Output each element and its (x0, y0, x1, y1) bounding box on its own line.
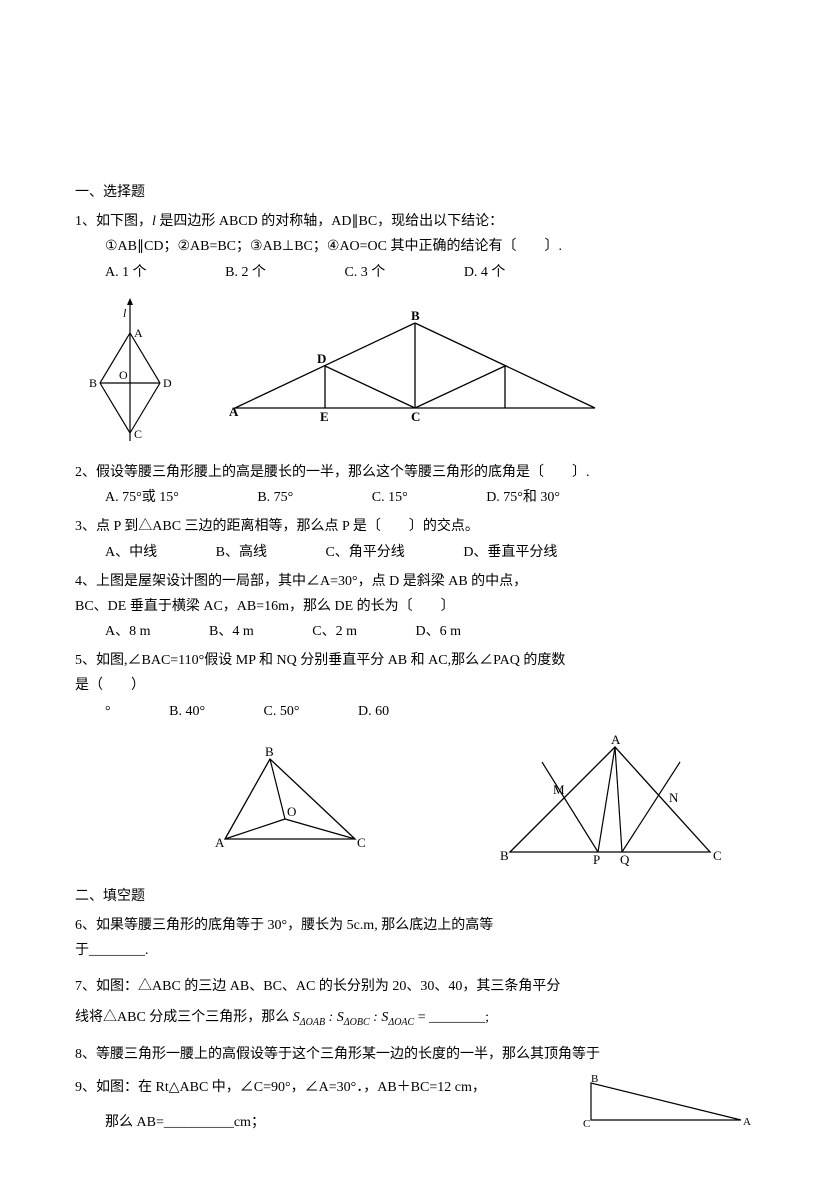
svg-text:B: B (411, 308, 420, 323)
q1-opt-c: C. 3 个 (344, 260, 385, 285)
q5-opt-b: B. 40° (169, 699, 205, 724)
question-7: 7、如图：△ABC 的三边 AB、BC、AC 的长分别为 20、30、40，其三… (75, 974, 751, 1032)
q4-opt-a: A、8 m (105, 619, 151, 644)
q7-text-1: 7、如图：△ABC 的三边 AB、BC、AC 的长分别为 20、30、40，其三… (75, 974, 751, 999)
question-6: 6、如果等腰三角形的底角等于 30°，腰长为 5c.m, 那么底边上的高等 于_… (75, 913, 751, 963)
question-3: 3、点 P 到△ABC 三边的距离相等，那么点 P 是〔 〕的交点。 A、中线 … (75, 514, 751, 564)
figures-row-2: A B C O A B C M N P Q (205, 732, 751, 876)
svg-text:C: C (411, 409, 420, 424)
q7-text-3: = ________; (418, 1010, 489, 1025)
svg-text:A: A (215, 835, 225, 850)
figure-5-right-triangle: C B A (581, 1075, 751, 1139)
q7-text-2: 线将△ABC 分成三个三角形，那么 (75, 1010, 293, 1025)
q5-text-2: 是（ ） (75, 673, 751, 698)
q4-opt-b: B、4 m (209, 619, 254, 644)
q3-opt-b: B、高线 (216, 540, 267, 565)
q2-opt-a: A. 75°或 15° (105, 485, 179, 510)
svg-text:A: A (743, 1116, 751, 1128)
q1-opt-b: B. 2 个 (225, 260, 266, 285)
figure-4: A B C M N P Q (495, 732, 725, 876)
q5-opt-c: C. 50° (264, 699, 300, 724)
svg-text:D: D (317, 351, 326, 366)
q4-opt-d: D、6 m (415, 619, 461, 644)
svg-text:Q: Q (620, 852, 630, 867)
svg-text:B: B (500, 848, 509, 863)
svg-text:B: B (591, 1075, 598, 1085)
q4-opt-c: C、2 m (312, 619, 357, 644)
q9-text-2: 那么 AB=__________cm； (105, 1110, 561, 1135)
svg-text:M: M (553, 782, 565, 797)
figure-2-roof: A B C D E (225, 308, 605, 437)
q7-formula: SΔOAB : SΔOBC : SΔOAC (293, 1010, 414, 1025)
svg-text:D: D (163, 376, 172, 390)
svg-text:O: O (287, 804, 296, 819)
svg-text:C: C (583, 1118, 590, 1130)
q3-opt-c: C、角平分线 (325, 540, 404, 565)
q2-opt-d: D. 75°和 30° (486, 485, 560, 510)
question-8: 8、等腰三角形一腰上的高假设等于这个三角形某一边的长度的一半，那么其顶角等于 (75, 1042, 751, 1067)
q8-text: 8、等腰三角形一腰上的高假设等于这个三角形某一边的长度的一半，那么其顶角等于 (75, 1042, 751, 1067)
q1-text-2: 是四边形 ABCD 的对称轴，AD∥BC，现给出以下结论： (156, 214, 503, 229)
svg-text:B: B (265, 744, 274, 759)
q6-text-1: 6、如果等腰三角形的底角等于 30°，腰长为 5c.m, 那么底边上的高等 (75, 913, 751, 938)
q3-opt-d: D、垂直平分线 (463, 540, 557, 565)
q4-text-2: BC、DE 垂直于横梁 AC，AB=16m，那么 DE 的长为〔 〕 (75, 594, 751, 619)
q3-opt-a: A、中线 (105, 540, 157, 565)
svg-text:A: A (611, 732, 621, 747)
svg-text:N: N (669, 790, 679, 805)
q5-opt-a: ° (105, 699, 111, 724)
q5-opt-d: D. 60 (358, 699, 389, 724)
figure-3: A B C O (205, 744, 375, 863)
q1-text-1: 1、如下图， (75, 214, 152, 229)
svg-text:A: A (134, 326, 143, 340)
svg-text:P: P (593, 852, 600, 867)
q6-text-2: 于________. (75, 938, 751, 963)
figure-1-rhombus: l A B D C O (75, 293, 185, 452)
q5-text-1: 5、如图,∠BAC=110°假设 MP 和 NQ 分别垂直平分 AB 和 AC,… (75, 648, 751, 673)
question-9: 9、如图：在 Rt△ABC 中，∠C=90°，∠A=30°．，AB＋BC=12 … (75, 1075, 751, 1139)
q2-opt-c: C. 15° (372, 485, 408, 510)
q1-text-3: ①AB∥CD；②AB=BC；③AB⊥BC；④AO=OC 其中正确的结论有〔 〕. (105, 239, 562, 254)
svg-text:C: C (357, 835, 366, 850)
q1-opt-d: D. 4 个 (464, 260, 506, 285)
q2-opt-b: B. 75° (257, 485, 293, 510)
q1-opt-a: A. 1 个 (105, 260, 147, 285)
q2-text: 2、假设等腰三角形腰上的高是腰长的一半，那么这个等腰三角形的底角是〔 〕. (75, 460, 751, 485)
question-4: 4、上图是屋架设计图的一局部，其中∠A=30°，点 D 是斜梁 AB 的中点， … (75, 569, 751, 645)
section-2-title: 二、填空题 (75, 884, 751, 909)
q4-text-1: 4、上图是屋架设计图的一局部，其中∠A=30°，点 D 是斜梁 AB 的中点， (75, 569, 751, 594)
question-5: 5、如图,∠BAC=110°假设 MP 和 NQ 分别垂直平分 AB 和 AC,… (75, 648, 751, 724)
q3-text: 3、点 P 到△ABC 三边的距离相等，那么点 P 是〔 〕的交点。 (75, 514, 751, 539)
svg-text:B: B (89, 376, 97, 390)
section-1-title: 一、选择题 (75, 180, 751, 205)
svg-text:C: C (134, 427, 142, 441)
question-1: 1、如下图，l 是四边形 ABCD 的对称轴，AD∥BC，现给出以下结论： ①A… (75, 209, 751, 285)
figures-row-1: l A B D C O A B C D E (75, 293, 751, 452)
svg-text:C: C (713, 848, 722, 863)
svg-text:l: l (123, 306, 127, 320)
svg-text:O: O (119, 368, 128, 382)
question-2: 2、假设等腰三角形腰上的高是腰长的一半，那么这个等腰三角形的底角是〔 〕. A.… (75, 460, 751, 510)
svg-text:E: E (320, 409, 329, 424)
q9-text-1: 9、如图：在 Rt△ABC 中，∠C=90°，∠A=30°．，AB＋BC=12 … (75, 1075, 561, 1100)
svg-text:A: A (229, 404, 239, 419)
